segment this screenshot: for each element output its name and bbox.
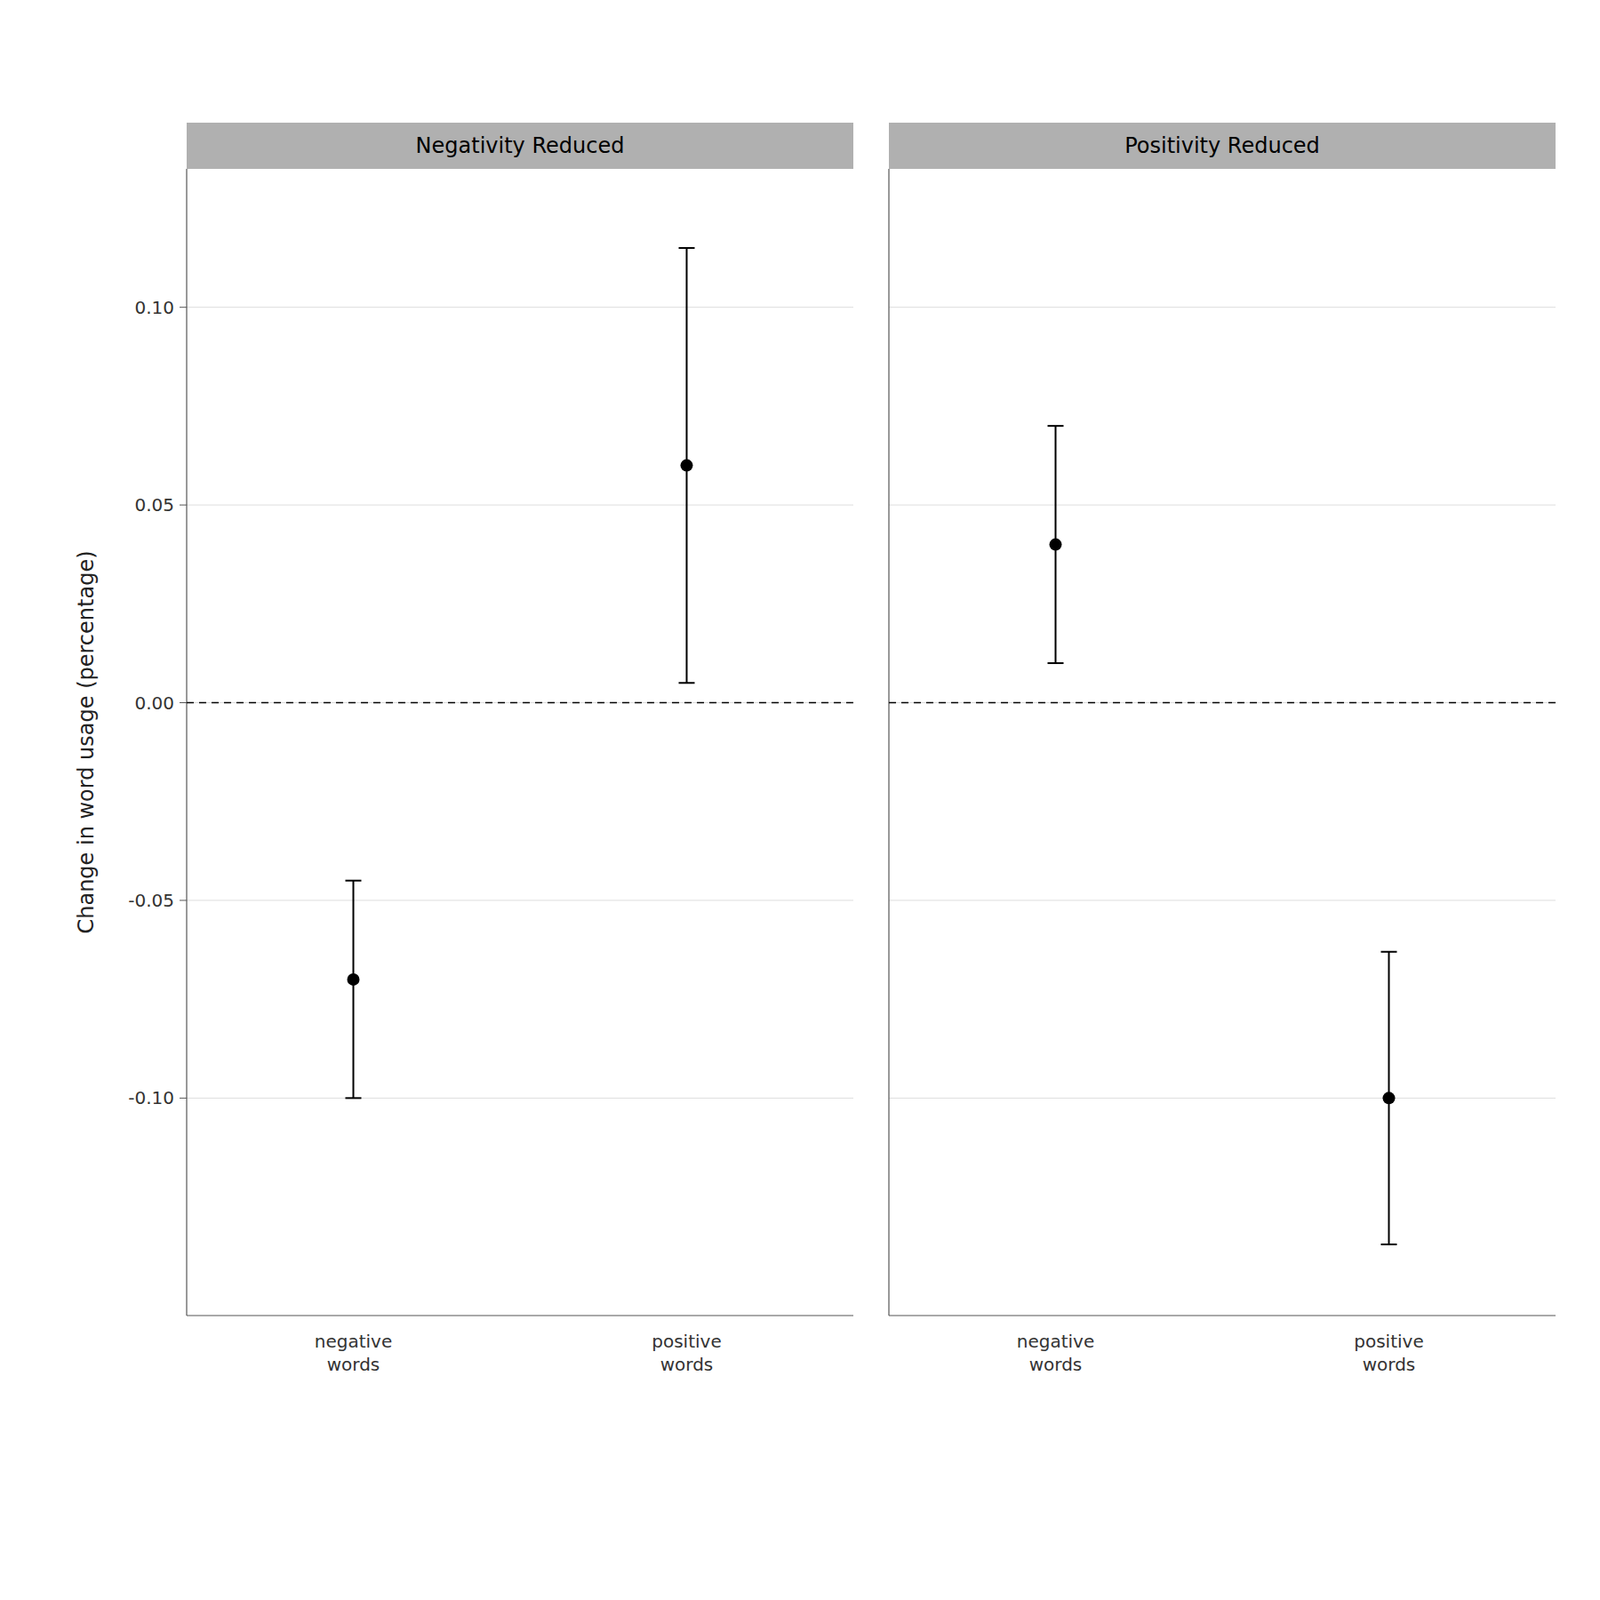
y-tick-label: 0.00 [134,692,175,714]
point [1049,538,1063,552]
error-cap [1381,951,1398,953]
x-tick-label: negativewords [314,1330,392,1376]
x-tick-label-line: words [1029,1353,1083,1376]
error-cap [1381,1243,1398,1246]
error-bar [352,880,355,1099]
grid-line [186,1097,854,1099]
panel-header [888,122,1556,169]
y-tick-label: 0.05 [134,494,175,516]
panel-title: Positivity Reduced [1124,133,1320,159]
y-tick [179,702,187,704]
point [680,459,694,472]
point [347,973,360,986]
y-tick [179,504,187,506]
x-tick-label-line: positive [1353,1330,1424,1352]
panel: Negativity Reduced -0.10 -0.05 0.00 0.05 0.10… [73,122,854,1376]
chart-canvas: Negativity Reduced -0.10 -0.05 0.00 0.05 0.10… [0,0,1600,1600]
x-axis-line [888,1314,1556,1316]
error-cap [679,247,696,249]
error-cap [345,880,362,882]
y-tick-label: 0.10 [134,296,175,319]
x-axis-line [186,1314,854,1316]
x-tick-label-line: words [327,1353,381,1376]
grid-line [888,504,1556,506]
grid-line [888,306,1556,308]
reference-line [888,702,1556,704]
error-cap [679,681,696,684]
marks [888,425,1556,1245]
marks [186,248,854,1098]
y-tick-label: -0.10 [128,1087,175,1109]
y-tick [179,899,187,901]
grid-line [186,306,854,308]
x-tick-label: positivewords [1353,1330,1424,1376]
y-axis-line [185,168,187,1316]
y-tick [179,1097,187,1099]
reference-line [186,702,854,704]
x-tick-label: negativewords [1016,1330,1095,1376]
y-axis-label: Change in word usage (percentage) [73,550,99,934]
y-axis-line [888,168,889,1316]
x-tick-label-line: positive [651,1330,721,1352]
background [0,0,1600,1600]
x-tick-label-line: words [660,1353,714,1376]
grid-line [186,504,854,506]
x-tick-label-line: words [1362,1353,1416,1376]
grid-line [888,1097,1556,1099]
point [1383,1091,1396,1104]
x-tick-label: positivewords [651,1330,721,1376]
grid-line [186,899,854,901]
error-cap [1048,662,1064,664]
x-tick-label-line: negative [314,1330,392,1352]
y-tick [179,306,187,308]
x-tick-label-line: negative [1016,1330,1095,1352]
grid-line [888,702,1556,704]
panel-title: Negativity Reduced [416,133,625,159]
grid-line [186,702,854,704]
grid-line [888,899,1556,901]
error-cap [345,1096,362,1099]
panel: Positivity Reducednegativewordspositivew… [888,122,1556,1376]
panel-header [186,122,854,169]
error-cap [1048,424,1064,427]
y-tick-label: -0.05 [128,889,175,912]
